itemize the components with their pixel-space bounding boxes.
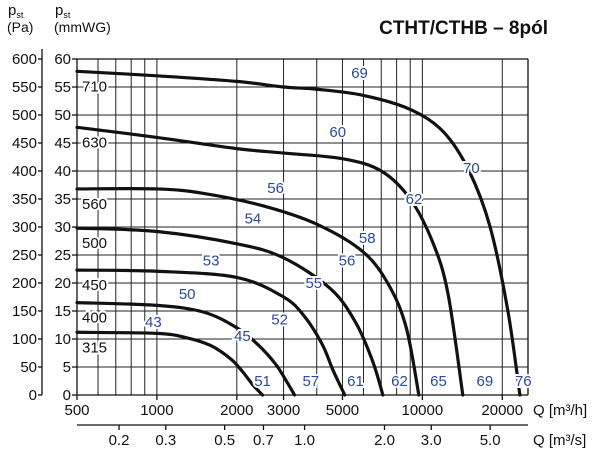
- db-label: 62: [391, 373, 408, 390]
- pa-tick-label: 100: [12, 331, 37, 348]
- size-label-560: 560: [82, 196, 107, 213]
- mmwg-tick-label: 30: [54, 219, 71, 236]
- mmwg-tick-label: 60: [54, 51, 71, 68]
- qh-axis-title: Q [m³/h]: [533, 402, 587, 419]
- db-label: 65: [430, 373, 447, 390]
- mmwg-tick-label: 5: [63, 359, 71, 376]
- mmwg-axis-title-sub: st: [63, 10, 71, 20]
- db-label: 61: [347, 373, 364, 390]
- pa-tick-label: 350: [12, 191, 37, 208]
- pa-axis-title-sub: st: [16, 10, 24, 20]
- curve-630: [75, 125, 465, 397]
- db-label: 54: [245, 211, 262, 228]
- chart-title: CTHT/CTHB – 8pól: [379, 18, 548, 39]
- mmwg-tick-label: 15: [54, 303, 71, 320]
- db-label: 62: [406, 191, 423, 208]
- db-label: 76: [515, 373, 532, 390]
- db-label: 58: [359, 230, 376, 247]
- db-label: 70: [463, 160, 480, 177]
- curve-450: [75, 268, 347, 397]
- axes: 0501001502002503003504004505005506000510…: [7, 2, 587, 449]
- size-label-710: 710: [82, 78, 107, 95]
- qs-tick-label: 2.0: [374, 432, 395, 449]
- size-label-450: 450: [82, 277, 107, 294]
- pa-tick-label: 400: [12, 163, 37, 180]
- qs-tick-label: 0.7: [253, 432, 274, 449]
- qh-tick-label: 500: [64, 402, 89, 419]
- pa-tick-label: 450: [12, 135, 37, 152]
- db-label: 53: [203, 253, 220, 270]
- qh-tick-label: 3000: [267, 402, 300, 419]
- curve-315: [75, 330, 265, 397]
- pa-axis-title: pst: [8, 2, 24, 20]
- grid: [76, 58, 528, 396]
- db-label: 45: [234, 328, 251, 345]
- curve-500: [75, 226, 385, 397]
- size-label-315: 315: [82, 339, 107, 356]
- mmwg-axis-unit: (mmWG): [54, 19, 111, 35]
- qh-tick-label: 1000: [140, 402, 173, 419]
- pa-tick-label: 150: [12, 303, 37, 320]
- mmwg-tick-label: 40: [54, 163, 71, 180]
- mmwg-tick-label: 25: [54, 247, 71, 264]
- mmwg-tick-label: 20: [54, 275, 71, 292]
- curve-560: [75, 186, 421, 397]
- curve-710: [75, 69, 522, 397]
- mmwg-tick-label: 10: [54, 331, 71, 348]
- pa-tick-label: 250: [12, 247, 37, 264]
- db-label: 69: [477, 373, 494, 390]
- pa-tick-label: 0: [29, 387, 37, 404]
- db-label: 50: [179, 286, 196, 303]
- db-label: 60: [329, 124, 346, 141]
- db-label: 56: [267, 180, 284, 197]
- qs-tick-label: 0.3: [155, 432, 176, 449]
- mmwg-tick-label: 50: [54, 107, 71, 124]
- pa-axis-unit: (Pa): [7, 19, 33, 35]
- mmwg-tick-label: 45: [54, 135, 71, 152]
- pa-tick-label: 600: [12, 51, 37, 68]
- pa-tick-label: 300: [12, 219, 37, 236]
- mmwg-tick-label: 0: [63, 387, 71, 404]
- db-label: 51: [254, 373, 271, 390]
- qs-tick-label: 3.0: [421, 432, 442, 449]
- size-label-630: 630: [82, 134, 107, 151]
- qs-tick-label: 0.2: [109, 432, 130, 449]
- qs-tick-label: 5.0: [480, 432, 501, 449]
- qh-tick-label: 5000: [326, 402, 359, 419]
- db-label: 43: [145, 314, 162, 331]
- curve-400: [75, 301, 297, 397]
- db-label: 57: [302, 373, 319, 390]
- pa-tick-label: 550: [12, 79, 37, 96]
- db-label: 52: [271, 311, 288, 328]
- size-label-500: 500: [82, 235, 107, 252]
- pa-tick-label: 200: [12, 275, 37, 292]
- mmwg-tick-label: 55: [54, 79, 71, 96]
- qs-tick-label: 1.0: [294, 432, 315, 449]
- db-label: 55: [305, 275, 322, 292]
- qh-tick-label: 2000: [220, 402, 253, 419]
- qh-tick-label: 20000: [481, 402, 523, 419]
- pa-tick-label: 50: [20, 359, 37, 376]
- qh-tick-label: 10000: [402, 402, 444, 419]
- size-label-400: 400: [82, 310, 107, 327]
- labels: 3154004505005606307106960565453504358565…: [80, 63, 534, 392]
- db-label: 56: [339, 253, 356, 270]
- qs-axis-title: Q [m³/s]: [533, 432, 586, 449]
- qs-tick-label: 0.5: [214, 432, 235, 449]
- mmwg-axis-title: pst: [55, 2, 71, 20]
- mmwg-tick-label: 35: [54, 191, 71, 208]
- curves: [75, 69, 522, 397]
- pa-tick-label: 500: [12, 107, 37, 124]
- db-label: 69: [351, 65, 368, 82]
